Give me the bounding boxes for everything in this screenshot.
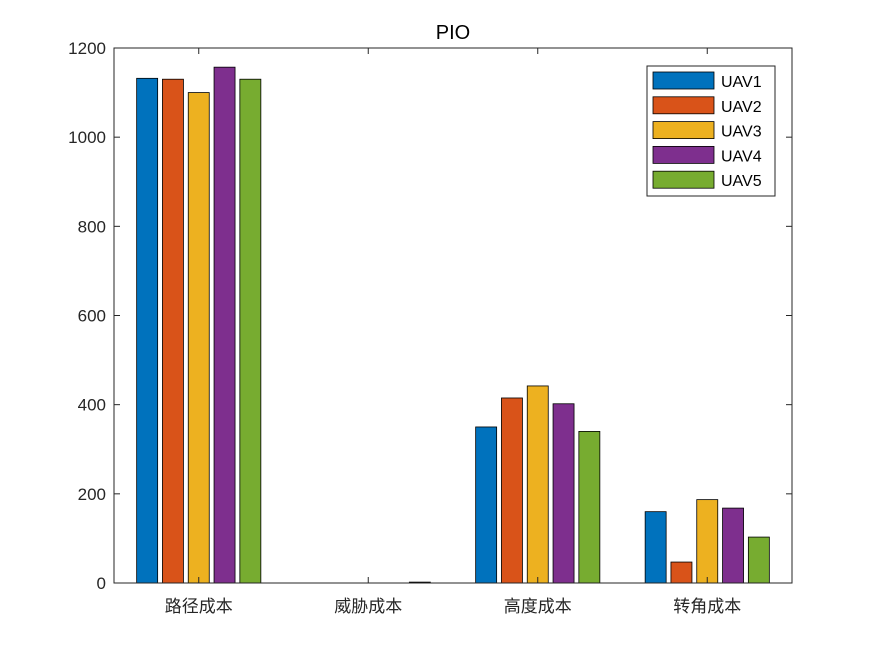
x-tick-label: 转角成本 xyxy=(673,597,741,617)
bar xyxy=(213,66,236,584)
legend-label: UAV1 xyxy=(721,74,762,91)
bar xyxy=(696,499,719,584)
bar xyxy=(670,561,693,584)
y-tick-label: 1000 xyxy=(68,128,106,147)
bar xyxy=(526,385,549,584)
bar xyxy=(552,403,575,584)
y-tick-label: 0 xyxy=(97,574,106,593)
x-tick-label: 威胁成本 xyxy=(334,597,402,617)
y-tick-label: 400 xyxy=(78,396,106,415)
chart-title: PIO xyxy=(436,22,470,44)
y-tick-label: 800 xyxy=(78,217,106,236)
bar xyxy=(475,426,498,584)
bar-group xyxy=(136,66,770,584)
legend-label: UAV3 xyxy=(721,124,762,141)
bar xyxy=(644,511,667,584)
x-tick-label: 高度成本 xyxy=(504,597,572,617)
bar xyxy=(578,431,601,584)
y-tick-label: 1200 xyxy=(68,39,106,58)
bar xyxy=(501,397,523,584)
bar xyxy=(722,507,744,584)
legend-label: UAV4 xyxy=(721,148,762,165)
x-tick-label: 路径成本 xyxy=(165,597,233,617)
legend-swatch xyxy=(652,170,715,189)
y-tick-label: 600 xyxy=(78,307,106,326)
legend-swatch xyxy=(652,121,715,139)
y-tick-label: 200 xyxy=(78,485,106,504)
bar xyxy=(239,78,262,584)
legend-label: UAV5 xyxy=(721,173,762,190)
bar xyxy=(187,92,210,584)
bar xyxy=(162,78,184,584)
bar xyxy=(747,536,770,584)
legend-swatch xyxy=(652,71,715,90)
axes: 0 200 400 600 800 1000 1200 路径成本 威胁成本 高度成本 转角成本 xyxy=(68,39,793,617)
legend-swatch xyxy=(652,96,715,115)
legend-label: UAV2 xyxy=(721,99,762,116)
bar xyxy=(136,77,159,584)
legend: UAV1 UAV2 UAV3 UAV4 UAV5 xyxy=(646,65,776,197)
legend-swatch xyxy=(652,145,715,164)
